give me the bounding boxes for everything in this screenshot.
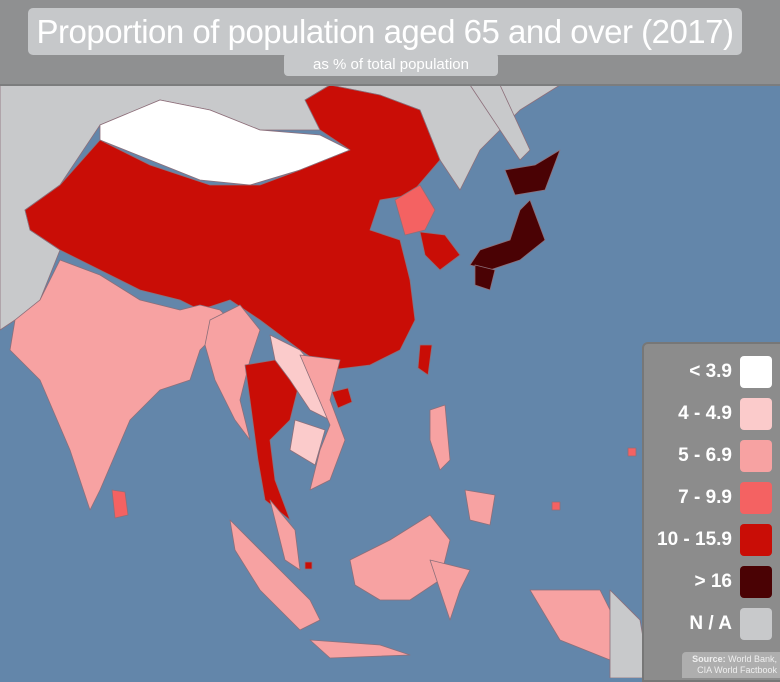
legend-item: N / A [689, 608, 772, 640]
region [349, 514, 451, 601]
region [9, 259, 231, 511]
legend-swatch [740, 440, 772, 472]
legend-label: 4 - 4.9 [678, 403, 732, 424]
source-note: Source: World Bank, CIA World Factbook [682, 652, 780, 678]
header-band: Proportion of population aged 65 and ove… [0, 0, 780, 86]
region [299, 354, 346, 491]
legend-label: 7 - 9.9 [678, 487, 732, 508]
legend-swatch [740, 356, 772, 388]
region [204, 304, 261, 441]
region [474, 264, 496, 291]
legend-swatch [740, 398, 772, 430]
map-title: Proportion of population aged 65 and ove… [28, 8, 742, 55]
region [529, 589, 616, 661]
region [419, 231, 461, 271]
region [429, 404, 451, 471]
legend-swatch [740, 482, 772, 514]
region [394, 184, 436, 236]
source-text: World Bank, CIA World Factbook [697, 654, 777, 675]
region [331, 387, 353, 409]
region [417, 344, 433, 376]
region [229, 519, 321, 631]
region [24, 84, 441, 371]
region [551, 501, 561, 511]
region [429, 559, 471, 621]
region [269, 499, 301, 571]
region [609, 589, 651, 678]
map-subtitle: as % of total population [284, 53, 498, 76]
region [289, 419, 326, 466]
legend-item: 5 - 6.9 [678, 440, 772, 472]
legend-label: < 3.9 [689, 361, 732, 382]
source-label: Source: [692, 654, 726, 664]
legend-swatch [740, 566, 772, 598]
region [309, 639, 411, 659]
region [269, 334, 331, 421]
region [464, 489, 496, 526]
region [504, 149, 561, 196]
legend-item: > 16 [694, 566, 772, 598]
legend-swatch [740, 608, 772, 640]
legend-item: < 3.9 [689, 356, 772, 388]
region [111, 489, 129, 519]
legend-swatch [740, 524, 772, 556]
legend-label: > 16 [694, 571, 732, 592]
legend-label: 5 - 6.9 [678, 445, 732, 466]
legend-label: 10 - 15.9 [657, 529, 732, 550]
region [469, 199, 546, 271]
legend-item: 4 - 4.9 [678, 398, 772, 430]
legend-label: N / A [689, 613, 732, 634]
legend: < 3.9 4 - 4.9 5 - 6.9 7 - 9.9 10 - 15.9 > 16 N… [642, 342, 780, 682]
legend-item: 7 - 9.9 [678, 482, 772, 514]
region [304, 561, 313, 570]
legend-item: 10 - 15.9 [657, 524, 772, 556]
region [627, 447, 637, 457]
